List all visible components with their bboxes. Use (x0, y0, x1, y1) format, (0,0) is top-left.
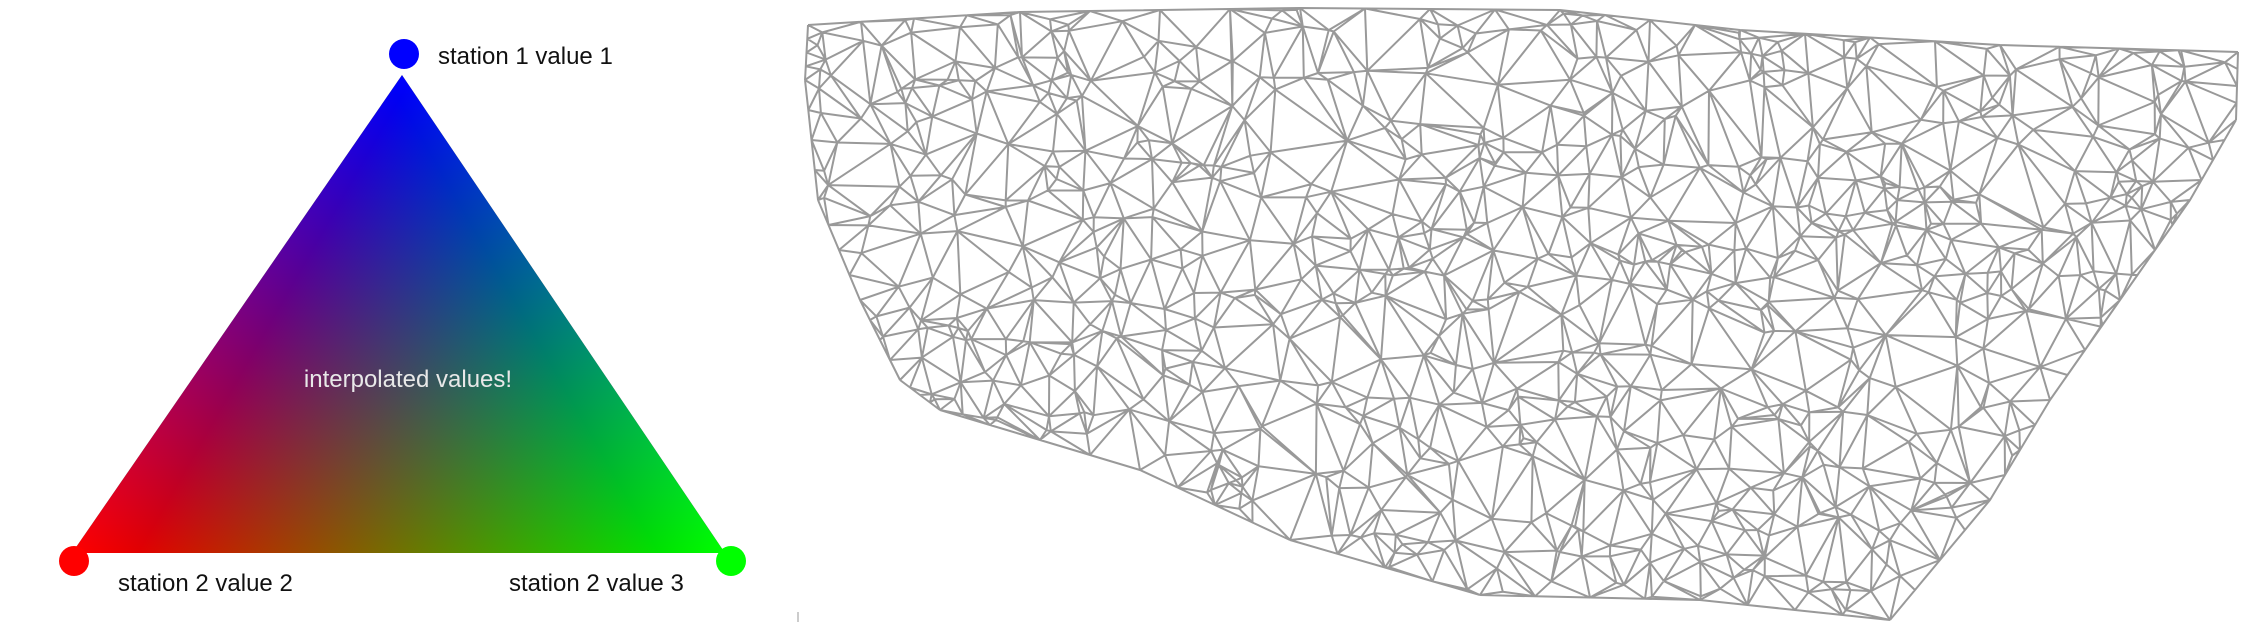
interpolation-triangle (72, 75, 725, 553)
station-3-label: station 2 value 3 (509, 570, 684, 597)
station-2-label: station 2 value 2 (118, 570, 293, 597)
mesh-edges (804, 7, 2239, 621)
interpolated-values-label: interpolated values! (304, 366, 512, 393)
station-1-marker (389, 39, 419, 69)
triangulation-mesh (804, 7, 2239, 621)
station-2-marker (59, 546, 89, 576)
station-3-marker (716, 546, 746, 576)
station-1-label: station 1 value 1 (438, 43, 613, 70)
